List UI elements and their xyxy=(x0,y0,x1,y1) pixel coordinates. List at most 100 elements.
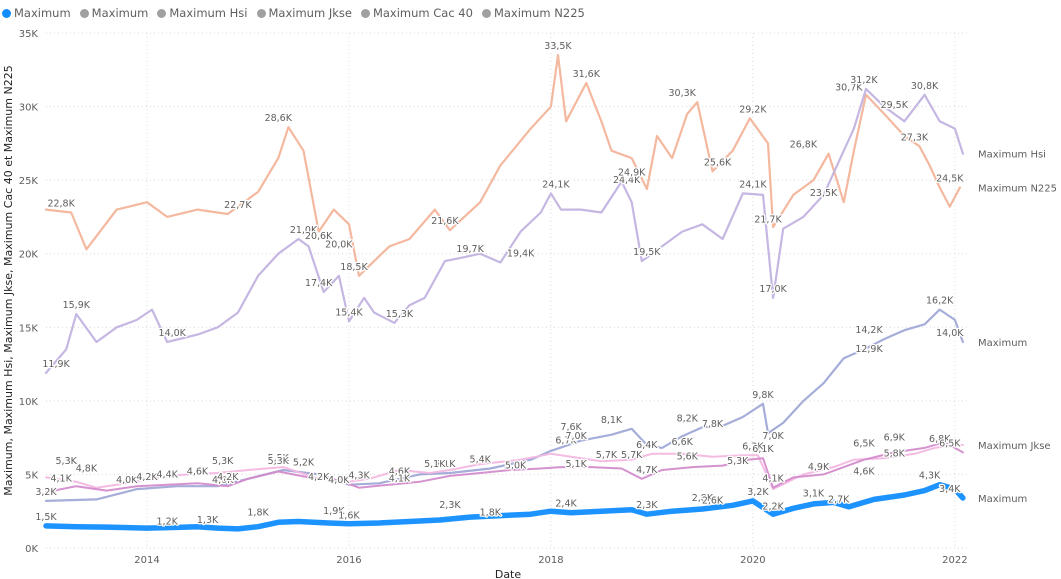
data-label: 23,5K xyxy=(810,188,838,199)
data-label: 5,8K xyxy=(884,449,906,460)
legend-marker-icon xyxy=(256,8,266,18)
data-label: 4,2K xyxy=(308,472,330,483)
data-label: 6,9K xyxy=(884,432,906,443)
data-label: 28,6K xyxy=(265,113,293,124)
data-label: 3,2K xyxy=(747,487,769,498)
data-label: 1,5K xyxy=(35,512,57,523)
data-label: 25,6K xyxy=(704,157,732,168)
data-label: 15,9K xyxy=(63,300,91,311)
series-line xyxy=(44,308,964,502)
data-label: 5,2K xyxy=(293,457,315,468)
data-label: 9,8K xyxy=(752,390,774,401)
data-label: 30,7K xyxy=(835,82,863,93)
data-label: 21,0K xyxy=(290,225,318,236)
legend-marker-icon xyxy=(2,8,11,18)
data-label: 4,0K xyxy=(212,475,234,486)
data-label: 22,8K xyxy=(47,199,75,210)
legend-item[interactable]: Maximum xyxy=(2,6,71,20)
data-label: 30,8K xyxy=(911,81,939,92)
data-label: 21,7K xyxy=(754,215,782,226)
data-label: 29,2K xyxy=(739,104,767,115)
data-label: 6,7K xyxy=(555,435,577,446)
data-label: 4,4K xyxy=(157,469,179,480)
data-label: 4,4K xyxy=(157,469,179,480)
data-label: 33,5K xyxy=(544,41,572,52)
data-label: 4,8K xyxy=(76,463,98,474)
legend-item[interactable]: Maximum Cac 40 xyxy=(360,6,473,20)
data-label: 24,5K xyxy=(936,174,964,185)
data-label: 8,1K xyxy=(601,415,623,426)
data-label: 6,6K xyxy=(672,437,694,448)
data-label: 19,7K xyxy=(456,244,484,255)
data-label: 4,6K xyxy=(389,466,411,477)
data-label: 5,1K xyxy=(565,459,587,470)
data-label: 6,3K xyxy=(742,441,764,452)
data-label: 4,1K xyxy=(389,474,411,485)
data-label: 27,3K xyxy=(901,132,929,143)
data-label: 5,3K xyxy=(268,456,290,467)
y-axis-title: Maximum, Maximum Hsi, Maximum Jkse, Maxi… xyxy=(2,65,15,495)
legend-item[interactable]: Maximum Hsi xyxy=(157,6,248,20)
data-label: 14,0K xyxy=(159,328,187,339)
series-end-label: Maximum xyxy=(978,494,1027,505)
data-label: 4,0K xyxy=(116,475,138,486)
data-label: 5,3K xyxy=(727,456,749,467)
data-label: 5,5K xyxy=(268,453,290,464)
data-label: 7,6K xyxy=(560,422,582,433)
data-label: 31,2K xyxy=(850,75,878,86)
data-label: 5,6K xyxy=(677,452,699,463)
data-label: 24,4K xyxy=(613,175,641,186)
data-label: 1,3K xyxy=(197,515,219,526)
data-label: 5,7K xyxy=(596,450,618,461)
series-line xyxy=(44,87,964,374)
data-label: 5,3K xyxy=(56,456,78,467)
data-label: 4,9K xyxy=(808,462,830,473)
data-label: 5,0K xyxy=(505,460,527,471)
data-label: 3,1K xyxy=(803,488,825,499)
legend-item[interactable]: Maximum Jkse xyxy=(256,6,352,20)
data-label: 6,5K xyxy=(939,438,961,449)
data-label: 4,1K xyxy=(50,474,72,485)
data-label: 17,0K xyxy=(759,284,787,295)
legend-label: Maximum xyxy=(14,6,71,20)
data-label: 6,4K xyxy=(636,440,658,451)
data-label: 4,7K xyxy=(636,465,658,476)
data-label: 12,9K xyxy=(855,344,883,355)
y-tick-label: 5K xyxy=(25,470,38,481)
data-label: 5,1K xyxy=(434,459,456,470)
chart-legend: Maximum Maximum Maximum Hsi Maximum Jkse Max… xyxy=(2,5,585,21)
legend-item[interactable]: Maximum N225 xyxy=(481,6,585,20)
data-label: 19,4K xyxy=(507,249,535,260)
data-label: 4,2K xyxy=(217,472,239,483)
series-end-label: Maximum Hsi xyxy=(978,150,1046,161)
data-label: 1,8K xyxy=(480,508,502,519)
data-label: 2,3K xyxy=(636,500,658,511)
y-tick-label: 30K xyxy=(19,103,39,114)
data-label: 1,8K xyxy=(247,508,269,519)
legend-marker-icon xyxy=(79,8,89,18)
data-label: 15,4K xyxy=(335,307,363,318)
legend-label: Maximum N225 xyxy=(493,6,585,20)
series-line xyxy=(43,481,966,532)
data-label: 2,2K xyxy=(762,502,784,513)
data-label: 31,6K xyxy=(573,69,601,80)
data-label: 20,6K xyxy=(305,231,333,242)
data-label: 14,2K xyxy=(855,325,883,336)
legend-item[interactable]: Maximum xyxy=(79,6,149,20)
x-axis-title: Date xyxy=(495,568,522,579)
data-label: 3,4K xyxy=(939,484,961,495)
data-label: 24,1K xyxy=(739,179,767,190)
series-line xyxy=(44,54,961,277)
legend-label: Maximum xyxy=(91,6,149,20)
data-label: 4,3K xyxy=(348,471,370,482)
data-label: 21,6K xyxy=(431,216,459,227)
legend-label: Maximum Cac 40 xyxy=(372,6,473,20)
data-label: 24,9K xyxy=(618,168,646,179)
data-label: 2,3K xyxy=(439,500,461,511)
series-line xyxy=(45,444,964,491)
data-label: 4,3K xyxy=(919,471,941,482)
data-label: 17,4K xyxy=(305,278,333,289)
data-label: 22,7K xyxy=(224,200,252,211)
x-tick-label: 2018 xyxy=(538,555,563,566)
